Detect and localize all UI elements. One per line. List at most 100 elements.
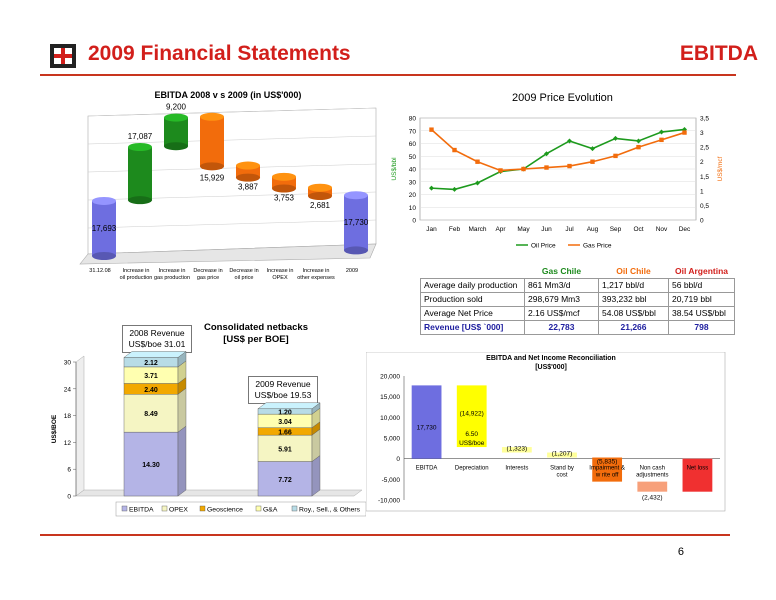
page-title: 2009 Financial Statements — [88, 42, 351, 65]
data-point — [567, 138, 572, 144]
kpi-cell: Average Net Price — [420, 305, 525, 321]
gridline — [87, 219, 377, 229]
x-tick-label: Non cash adjustments — [636, 466, 668, 479]
series-line-1 — [430, 129, 685, 172]
data-point — [429, 185, 434, 191]
data-point — [636, 144, 641, 150]
reconciliation-value-label: (1,207) — [552, 451, 573, 458]
kpi-revenue-value: 21,266 — [598, 319, 669, 335]
netback-value-label: 3.71 — [144, 373, 158, 380]
data-point — [682, 126, 687, 132]
y-tick-label: 12 — [64, 440, 72, 447]
y-tick-label: 0 — [412, 218, 416, 225]
x-tick-label: March — [468, 226, 486, 233]
kpi-cell: 54.08 US$/bbl — [598, 305, 669, 321]
ebitda-value-label: 15,929 — [200, 173, 225, 182]
y-tick-label: 10,000 — [380, 415, 400, 422]
kpi-revenue-value: 798 — [668, 319, 735, 335]
netback-segment — [257, 428, 321, 462]
y-tick-label: 60 — [409, 141, 417, 148]
y2-tick-label: 2 — [700, 159, 704, 166]
data-point — [636, 138, 641, 144]
reconciliation-value-label: 17,730 — [417, 424, 437, 431]
ebitda-value-label: 17,693 — [92, 224, 117, 233]
ebitda-bar — [128, 142, 152, 205]
netback-value-label: 2.12 — [144, 360, 158, 367]
table-row: Production sold 298,679 Mm3 393,232 bbl … — [420, 291, 735, 307]
footer-divider — [40, 534, 730, 536]
reconciliation-value-label: (2,432) — [642, 495, 663, 502]
y-tick-label: 15,000 — [380, 394, 400, 401]
y-tick-label: 6 — [67, 467, 71, 474]
x-tick-label: Oct — [633, 226, 643, 233]
table-row: Revenue [US$ `000] 22,783 21,266 798 — [420, 319, 735, 335]
data-point — [613, 153, 618, 159]
reconciliation-title: EBITDA and Net Income Reconciliation — [486, 355, 616, 362]
y-tick-label: 0 — [67, 494, 71, 501]
y2-tick-label: 3 — [700, 130, 704, 137]
y-axis-label: US$/bbl — [391, 157, 398, 181]
legend-label: Roy., Sell., & Others — [299, 507, 361, 514]
netbacks-chart: 0 6 12 18 24 30 US$/BOE 14.30 8.49 2.40 3.71 2.12 7.… — [51, 351, 366, 517]
chart-side-wall — [75, 355, 85, 497]
table-row: Average Net Price 2.16 US$/mcf 54.08 US$… — [420, 305, 735, 321]
reconciliation-chart: EBITDA and Net Income Reconciliation [US$… — [366, 352, 726, 512]
legend-swatch — [291, 505, 298, 512]
netback-value-label: 2.40 — [144, 387, 158, 394]
x-tick-label: Impairment & w rite off — [589, 466, 625, 479]
kpi-cell: 20,719 bbl — [668, 291, 735, 307]
data-point — [613, 135, 618, 141]
ebitda-category-label: Decrease in gas price — [193, 268, 222, 281]
kpi-cell: 2.16 US$/mcf — [524, 305, 599, 321]
netback-value-label: 1.66 — [278, 429, 292, 436]
kpi-revenue-label: Revenue [US$ `000] — [420, 319, 525, 335]
ebitda-value-label: 2,681 — [310, 201, 331, 210]
netback-value-label: 5.91 — [278, 446, 292, 453]
kpi-cell: 393,232 bbl — [598, 291, 669, 307]
x-tick-label: Jul — [565, 226, 574, 233]
price-evolution-chart: 0 10 20 30 40 50 60 70 80 0 0,5 1 1,5 2 2,5 3 3,5 Jan Feb M… — [391, 116, 724, 250]
ebitda-category-label: Increase in gas production — [154, 268, 190, 281]
legend-label: EBITDA — [129, 507, 154, 514]
reconciliation-bar — [682, 458, 713, 492]
x-tick-label: Dec — [679, 226, 691, 233]
legend-swatch — [255, 505, 262, 512]
y-tick-label: 40 — [409, 167, 417, 174]
y-tick-label: 0 — [396, 456, 400, 463]
reconciliation-value-label: (5,835) — [597, 459, 618, 466]
x-tick-label: Apr — [495, 226, 506, 233]
data-point — [475, 180, 480, 186]
data-point — [544, 165, 549, 170]
data-point — [659, 129, 664, 135]
reconciliation-subtitle: [US$'000] — [535, 364, 567, 371]
table-row: Average daily production 861 Mm3/d 1,217… — [420, 277, 735, 293]
ebitda-value-label: 9,200 — [166, 103, 187, 112]
legend-label: OPEX — [169, 507, 188, 514]
ebitda-category-label: Increase in OPEX — [267, 268, 294, 281]
x-tick-label: Jun — [541, 226, 552, 233]
kpi-cell: Average daily production — [420, 277, 525, 293]
kpi-header-blank — [421, 265, 525, 278]
y-tick-label: 30 — [409, 179, 417, 186]
y-tick-label: 18 — [64, 413, 72, 420]
series-line-0 — [431, 128, 685, 191]
legend-label: Geoscience — [207, 507, 243, 514]
ebitda-value-label: 3,887 — [238, 183, 259, 192]
price-evolution-title: 2009 Price Evolution — [512, 92, 613, 104]
x-tick-label: Sep — [610, 226, 622, 233]
data-point — [567, 163, 572, 169]
y-tick-label: 70 — [409, 128, 417, 135]
y2-tick-label: 3,5 — [700, 116, 709, 123]
ebitda-value-label: 17,730 — [344, 218, 369, 227]
chart-floor — [79, 243, 377, 265]
x-tick-label: Depreciation — [455, 466, 489, 472]
ebitda-bridge-chart: EBITDA 2008 v s 2009 (in US$'000) 17,693… — [79, 90, 377, 281]
netback-value-label: 7.72 — [278, 477, 292, 484]
depreciation-annotation: 6.50 US$/boe — [459, 431, 485, 447]
legend-swatch — [121, 505, 128, 512]
reconciliation-bar — [547, 452, 577, 458]
ebitda-category-label: Decrease in oil price — [229, 268, 258, 281]
y-tick-label: 24 — [64, 386, 72, 393]
revenue-2008-note: 2008 Revenue US$/boe 31.01 — [122, 325, 192, 353]
legend-swatch — [161, 505, 168, 512]
